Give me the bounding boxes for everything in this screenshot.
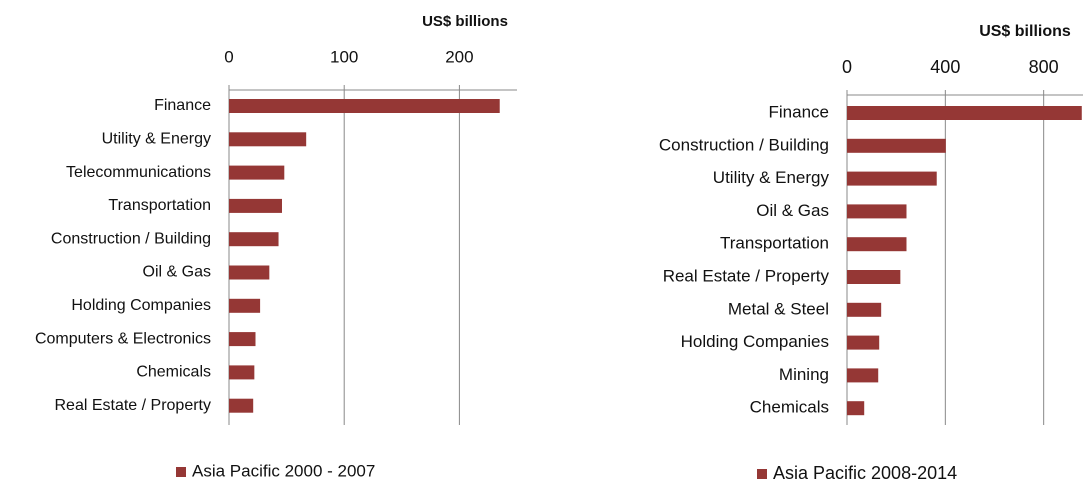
y-tick-label: Real Estate / Property bbox=[54, 397, 211, 414]
y-tick-label: Chemicals bbox=[136, 364, 211, 381]
y-tick-label: Oil & Gas bbox=[143, 264, 211, 281]
y-tick-label: Mining bbox=[779, 365, 829, 384]
axis-label: US$ billions bbox=[422, 13, 508, 30]
bar bbox=[229, 232, 279, 247]
bar bbox=[847, 106, 1082, 120]
x-tick-label: 100 bbox=[330, 47, 358, 66]
bar bbox=[847, 401, 865, 416]
y-tick-label: Transportation bbox=[108, 197, 211, 214]
axis-label: US$ billions bbox=[979, 23, 1071, 40]
y-tick-label: Real Estate / Property bbox=[663, 266, 830, 285]
y-tick-label: Construction / Building bbox=[659, 135, 829, 154]
legend-swatch bbox=[757, 469, 767, 479]
bar bbox=[229, 132, 307, 147]
bar bbox=[847, 335, 880, 350]
y-tick-label: Holding Companies bbox=[71, 297, 211, 314]
bar bbox=[229, 365, 255, 380]
bar bbox=[229, 398, 254, 413]
y-tick-label: Utility & Energy bbox=[102, 131, 211, 148]
y-tick-label: Oil & Gas bbox=[756, 201, 829, 220]
x-tick-label: 0 bbox=[224, 47, 233, 66]
y-tick-label: Utility & Energy bbox=[713, 168, 830, 187]
bar bbox=[847, 138, 946, 153]
bar bbox=[229, 198, 282, 213]
bar bbox=[847, 368, 879, 383]
bar bbox=[847, 302, 882, 317]
y-tick-label: Finance bbox=[154, 97, 211, 114]
legend-swatch bbox=[176, 467, 186, 477]
legend-label: Asia Pacific 2008-2014 bbox=[773, 463, 957, 483]
bar bbox=[847, 270, 901, 284]
y-tick-label: Transportation bbox=[720, 234, 829, 253]
bar bbox=[229, 265, 270, 280]
y-tick-label: Construction / Building bbox=[51, 230, 211, 247]
bar bbox=[847, 204, 907, 219]
y-tick-label: Finance bbox=[769, 102, 829, 121]
bar bbox=[229, 165, 285, 180]
y-tick-label: Metal & Steel bbox=[728, 299, 829, 318]
bar bbox=[847, 171, 937, 186]
y-tick-label: Computers & Electronics bbox=[35, 330, 211, 347]
y-tick-label: Telecommunications bbox=[66, 164, 211, 181]
y-tick-label: Holding Companies bbox=[681, 332, 829, 351]
bar bbox=[229, 332, 256, 347]
x-tick-label: 0 bbox=[842, 57, 852, 77]
y-tick-label: Chemicals bbox=[750, 398, 829, 417]
bar bbox=[229, 99, 500, 113]
x-tick-label: 400 bbox=[930, 57, 960, 77]
x-tick-label: 200 bbox=[445, 47, 473, 66]
bar bbox=[847, 237, 907, 252]
legend-label: Asia Pacific 2000 - 2007 bbox=[192, 461, 375, 480]
x-tick-label: 800 bbox=[1029, 57, 1059, 77]
bar bbox=[229, 298, 261, 313]
